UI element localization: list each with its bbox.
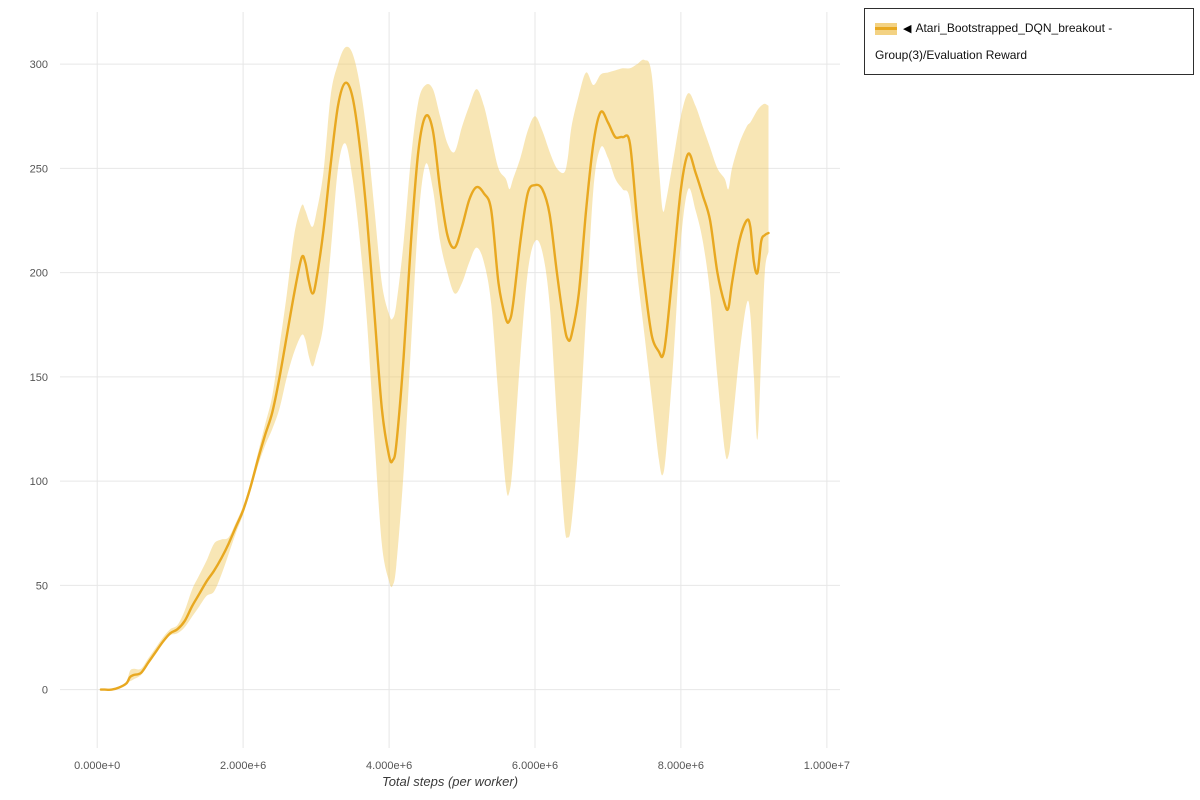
x-tick-label: 1.000e+7: [804, 760, 850, 772]
series-line: [99, 81, 770, 691]
legend-collapse-icon[interactable]: ◀: [903, 23, 912, 35]
legend[interactable]: ◀ Atari_Bootstrapped_DQN_breakout - Group…: [864, 8, 1194, 75]
x-tick-label: 6.000e+6: [512, 760, 558, 772]
legend-series-label[interactable]: Atari_Bootstrapped_DQN_breakout - Group(…: [875, 21, 1113, 62]
y-tick-label: 300: [30, 59, 48, 71]
y-tick-label: 0: [42, 685, 48, 697]
x-tick-label: 4.000e+6: [366, 760, 412, 772]
legend-series-swatch-line: [875, 26, 897, 30]
y-axis-tick-labels: 0 50 100 150 200 250 300: [30, 59, 48, 697]
x-tick-label: 0.000e+0: [74, 760, 120, 772]
y-tick-label: 150: [30, 372, 48, 384]
y-tick-label: 250: [30, 163, 48, 175]
x-axis-title: Total steps (per worker): [381, 774, 519, 789]
x-tick-label: 8.000e+6: [658, 760, 704, 772]
x-axis-tick-labels: 0.000e+0 2.000e+6 4.000e+6 6.000e+6 8.000e+6…: [74, 760, 850, 772]
grid: [60, 12, 840, 748]
x-tick-label: 2.000e+6: [220, 760, 266, 772]
y-tick-label: 200: [30, 268, 48, 280]
series-band: [100, 46, 769, 690]
legend-series-swatch: [875, 22, 897, 35]
y-tick-label: 50: [36, 580, 48, 592]
y-tick-label: 100: [30, 476, 48, 488]
